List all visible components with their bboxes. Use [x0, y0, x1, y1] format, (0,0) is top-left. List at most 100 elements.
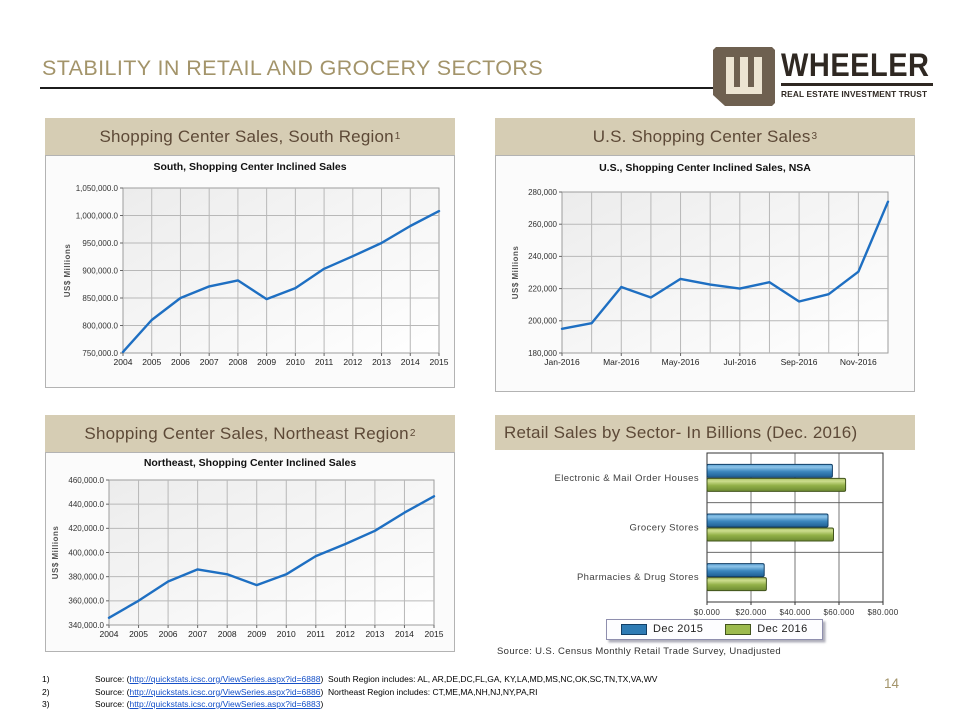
legend-label: Dec 2015	[653, 623, 704, 635]
logo-tagline: REAL ESTATE INVESTMENT TRUST	[781, 89, 928, 100]
x-tick-label: Sep-2016	[781, 357, 818, 367]
footnote-3: 3) Source: (http://quickstats.icsc.org/V…	[42, 698, 657, 711]
y-tick-label: 800,000.0	[82, 321, 118, 330]
us-chart-box: U.S., Shopping Center Inclined Sales, NS…	[495, 155, 915, 392]
logo-rule	[781, 83, 933, 87]
y-tick-label: 950,000.0	[82, 239, 118, 248]
y-tick-label: 750,000.0	[82, 349, 118, 358]
panel-header-northeast-sup: 2	[409, 428, 416, 439]
x-tick-label: 2012	[336, 629, 355, 639]
footnote-1: 1) Source: (http://quickstats.icsc.org/V…	[42, 673, 657, 686]
legend-swatch-icon	[725, 623, 752, 635]
chart-title: U.S., Shopping Center Inclined Sales, NS…	[599, 162, 811, 174]
south-line-chart: South, Shopping Center Inclined Sales US$…	[63, 161, 449, 367]
footnote-1-link[interactable]: http://quickstats.icsc.org/ViewSeries.as…	[129, 674, 321, 684]
x-tick-label: 2005	[142, 357, 161, 367]
bar-dec-2016	[706, 527, 834, 542]
title-underline	[40, 87, 713, 89]
x-tick-label: 2004	[100, 629, 119, 639]
bar-dec-2015	[706, 563, 765, 578]
bar-dec-2015	[706, 513, 829, 528]
x-tick-label: 2005	[129, 629, 148, 639]
y-tick-label: 380,000.0	[68, 572, 104, 581]
x-tick-label: May-2016	[662, 357, 700, 367]
x-tick-label: 2004	[114, 357, 133, 367]
panel-us: U.S. Shopping Center Sales 3 U.S., Shoppi…	[495, 118, 915, 392]
wheeler-logo-mark	[713, 47, 775, 111]
x-tick-label: 2008	[228, 357, 247, 367]
x-tick-label: 2007	[188, 629, 207, 639]
panel-header-south-text: Shopping Center Sales, South Region	[99, 126, 394, 146]
x-tick-label: 2010	[277, 629, 296, 639]
legend-swatch-icon	[621, 623, 647, 635]
category-label: Electronic & Mail Order Houses	[554, 473, 699, 484]
bar-dec-2015	[706, 463, 833, 478]
x-tick-label: 2013	[372, 357, 391, 367]
x-tick-label: Nov-2016	[840, 357, 877, 367]
panel-south-region: Shopping Center Sales, South Region 1 Sou…	[45, 118, 455, 388]
x-tick-label: 2009	[257, 357, 276, 367]
panel-header-south-sup: 1	[394, 131, 401, 142]
y-tick-label: 240,000	[528, 252, 557, 261]
footnotes: 1) Source: (http://quickstats.icsc.org/V…	[42, 673, 657, 711]
footnote-2-text: Source: (http://quickstats.icsc.org/View…	[95, 686, 538, 697]
footnote-1-text: Source: (http://quickstats.icsc.org/View…	[95, 674, 658, 684]
x-tick-label: 2014	[395, 629, 414, 639]
footnote-3-link[interactable]: http://quickstats.icsc.org/ViewSeries.as…	[129, 699, 321, 709]
x-tick-label: 2011	[307, 629, 326, 639]
y-tick-label: 440,000.0	[68, 500, 104, 509]
chart-title: Northeast, Shopping Center Inclined Sale…	[144, 457, 357, 469]
x-tick-label: 2006	[159, 629, 178, 639]
sales-line	[107, 495, 436, 620]
x-tick-label: 2012	[343, 357, 362, 367]
panel-header-us: U.S. Shopping Center Sales 3	[495, 118, 915, 155]
y-tick-label: 460,000.0	[68, 476, 104, 485]
panel-header-northeast: Shopping Center Sales, Northeast Region 2	[45, 415, 455, 452]
x-tick-label: 2015	[430, 357, 449, 367]
y-tick-label: 180,000	[528, 349, 557, 358]
category-label: Pharmacies & Drug Stores	[577, 572, 699, 583]
northeast-chart-box: Northeast, Shopping Center Inclined Sale…	[45, 452, 455, 652]
y-tick-label: 280,000	[528, 188, 557, 197]
footnote-2-link[interactable]: http://quickstats.icsc.org/ViewSeries.as…	[129, 686, 321, 697]
x-tick-label: $0.000	[694, 608, 721, 617]
panel-header-retail-text: Retail Sales by Sector- In Billions (Dec…	[504, 422, 858, 442]
footnote-1-number: 1)	[42, 674, 50, 684]
y-tick-label: 220,000	[528, 284, 557, 293]
page-number: 14	[884, 676, 900, 691]
y-tick-label: 260,000	[528, 220, 557, 229]
x-tick-label: Mar-2016	[603, 357, 640, 367]
y-tick-label: 1,000,000.0	[76, 211, 119, 220]
y-tick-label: 850,000.0	[82, 294, 118, 303]
y-tick-label: 360,000.0	[68, 597, 104, 606]
x-tick-label: 2014	[401, 357, 420, 367]
retail-bar-chart: $0.000 $20.000 $40.000 $60.000 $80.000 Electr…	[554, 452, 898, 617]
sales-line	[560, 200, 890, 331]
x-tick-label: 2008	[218, 629, 237, 639]
y-tick-label: 400,000.0	[68, 548, 104, 557]
panel-header-south: Shopping Center Sales, South Region 1	[45, 118, 455, 155]
y-axis-label: US$ Millions	[51, 526, 60, 580]
y-tick-label: 1,050,000.0	[76, 184, 119, 193]
x-tick-label: Jul-2016	[724, 357, 757, 367]
x-tick-label: $80.000	[867, 608, 898, 617]
y-tick-label: 420,000.0	[68, 524, 104, 533]
x-tick-label: 2009	[247, 629, 266, 639]
wheeler-monogram-icon	[713, 47, 775, 106]
category-label: Grocery Stores	[630, 523, 699, 534]
x-tick-label: 2007	[200, 357, 219, 367]
y-tick-label: 200,000	[528, 317, 557, 326]
panel-header-us-sup: 3	[811, 131, 818, 142]
panel-northeast-region: Shopping Center Sales, Northeast Region 2…	[45, 415, 455, 652]
south-chart-box: South, Shopping Center Inclined Sales US$…	[45, 155, 455, 388]
legend-item: Dec 2015	[621, 623, 703, 635]
footnote-2: 2) Source: (http://quickstats.icsc.org/V…	[42, 686, 657, 699]
us-line-chart: U.S., Shopping Center Inclined Sales, NS…	[511, 162, 890, 367]
legend-label: Dec 2016	[757, 623, 808, 635]
y-tick-label: 340,000.0	[68, 621, 104, 630]
y-tick-label: 900,000.0	[82, 266, 118, 275]
northeast-line-chart: Northeast, Shopping Center Inclined Sale…	[51, 457, 444, 639]
panel-retail-sectors: Retail Sales by Sector- In Billions (Dec…	[495, 415, 915, 618]
legend-item: Dec 2016	[725, 623, 807, 635]
footnote-2-number: 2)	[42, 686, 50, 697]
